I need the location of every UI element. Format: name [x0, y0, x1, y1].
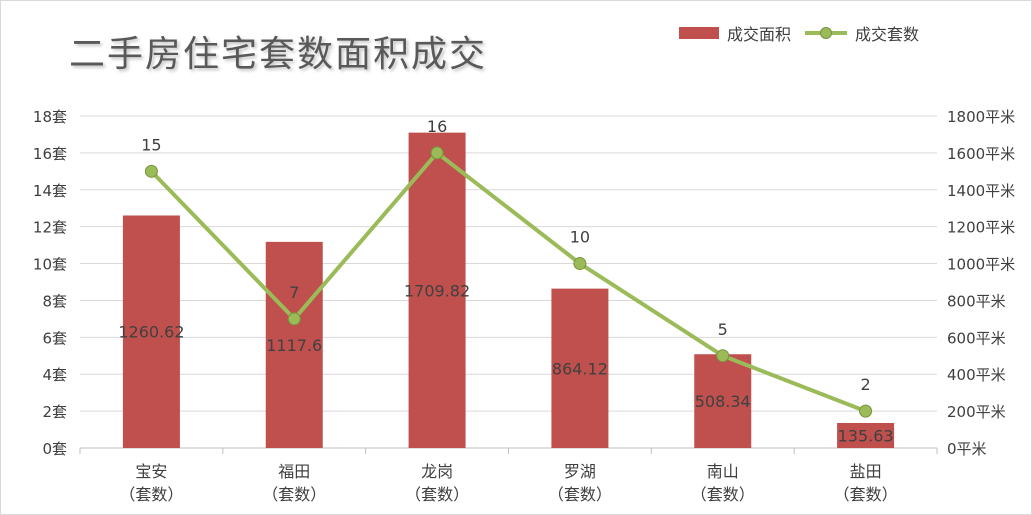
bar [265, 241, 323, 448]
chart-title: 二手房住宅套数面积成交 [69, 34, 488, 75]
legend: 成交面积 成交套数 [679, 21, 933, 45]
x-category-label: 龙岗（套数） [405, 462, 469, 504]
y-left-tick-label: 14套 [33, 182, 67, 200]
count-point [573, 257, 587, 271]
legend-area-label: 成交面积 [727, 25, 792, 44]
line-data-label: 10 [570, 228, 590, 247]
x-category-label: 福田（套数） [262, 462, 326, 504]
y-left-tick-label: 8套 [42, 292, 67, 310]
count-line [149, 150, 867, 413]
bar [694, 354, 752, 448]
bar-data-label: 864.12 [552, 359, 608, 378]
y-left-tick-label: 16套 [33, 145, 67, 163]
line-data-label: 7 [289, 283, 299, 302]
x-category-label: 盐田（套数） [834, 462, 898, 504]
y-right-tick-label: 600平米 [947, 329, 1006, 347]
legend-line-swatch [805, 27, 848, 39]
x-category-label: 罗湖（套数） [548, 462, 612, 504]
y-right-tick-label: 1200平米 [947, 219, 1015, 237]
legend-item-area: 成交面积 [679, 21, 791, 45]
y-left-tick-label: 2套 [42, 403, 67, 421]
line-data-label: 15 [141, 135, 161, 154]
count-point [716, 349, 730, 363]
legend-bar-swatch [679, 27, 719, 39]
y-right-tick-label: 1800平米 [947, 108, 1015, 126]
y-right-tick-label: 1400平米 [947, 182, 1015, 200]
bar-data-label: 1260.62 [118, 323, 184, 342]
bar-data-label: 1709.82 [404, 281, 470, 300]
bar [551, 288, 609, 448]
bar [837, 422, 895, 448]
x-category-label: 南山（套数） [691, 462, 755, 504]
legend-count-label: 成交套数 [855, 25, 920, 44]
line-data-label: 16 [427, 117, 447, 136]
legend-item-count: 成交套数 [805, 21, 919, 45]
y-left-tick-label: 6套 [42, 329, 67, 347]
count-point [287, 312, 301, 326]
y-left-tick-label: 0套 [42, 440, 67, 458]
y-left-tick-label: 18套 [33, 108, 67, 126]
bar-data-label: 1117.6 [266, 336, 322, 355]
line-data-label: 2 [860, 375, 870, 394]
bar-data-label: 135.63 [838, 426, 894, 445]
count-point [144, 164, 158, 178]
y-right-tick-label: 200平米 [947, 403, 1006, 421]
y-right-tick-label: 0平米 [947, 440, 987, 458]
y-left-tick-label: 10套 [33, 256, 67, 274]
count-point [859, 404, 873, 418]
count-point [430, 146, 444, 160]
bar-data-label: 508.34 [695, 392, 751, 411]
y-right-tick-label: 800平米 [947, 292, 1006, 310]
x-category-label: 宝安（套数） [119, 462, 183, 504]
y-right-tick-label: 1600平米 [947, 145, 1015, 163]
y-left-tick-label: 12套 [33, 219, 67, 237]
bar [408, 132, 466, 449]
line-data-label: 5 [718, 320, 728, 339]
y-right-tick-label: 400平米 [947, 366, 1006, 384]
y-left-tick-label: 4套 [42, 366, 67, 384]
bar [122, 215, 180, 448]
y-right-tick-label: 1000平米 [947, 256, 1015, 274]
